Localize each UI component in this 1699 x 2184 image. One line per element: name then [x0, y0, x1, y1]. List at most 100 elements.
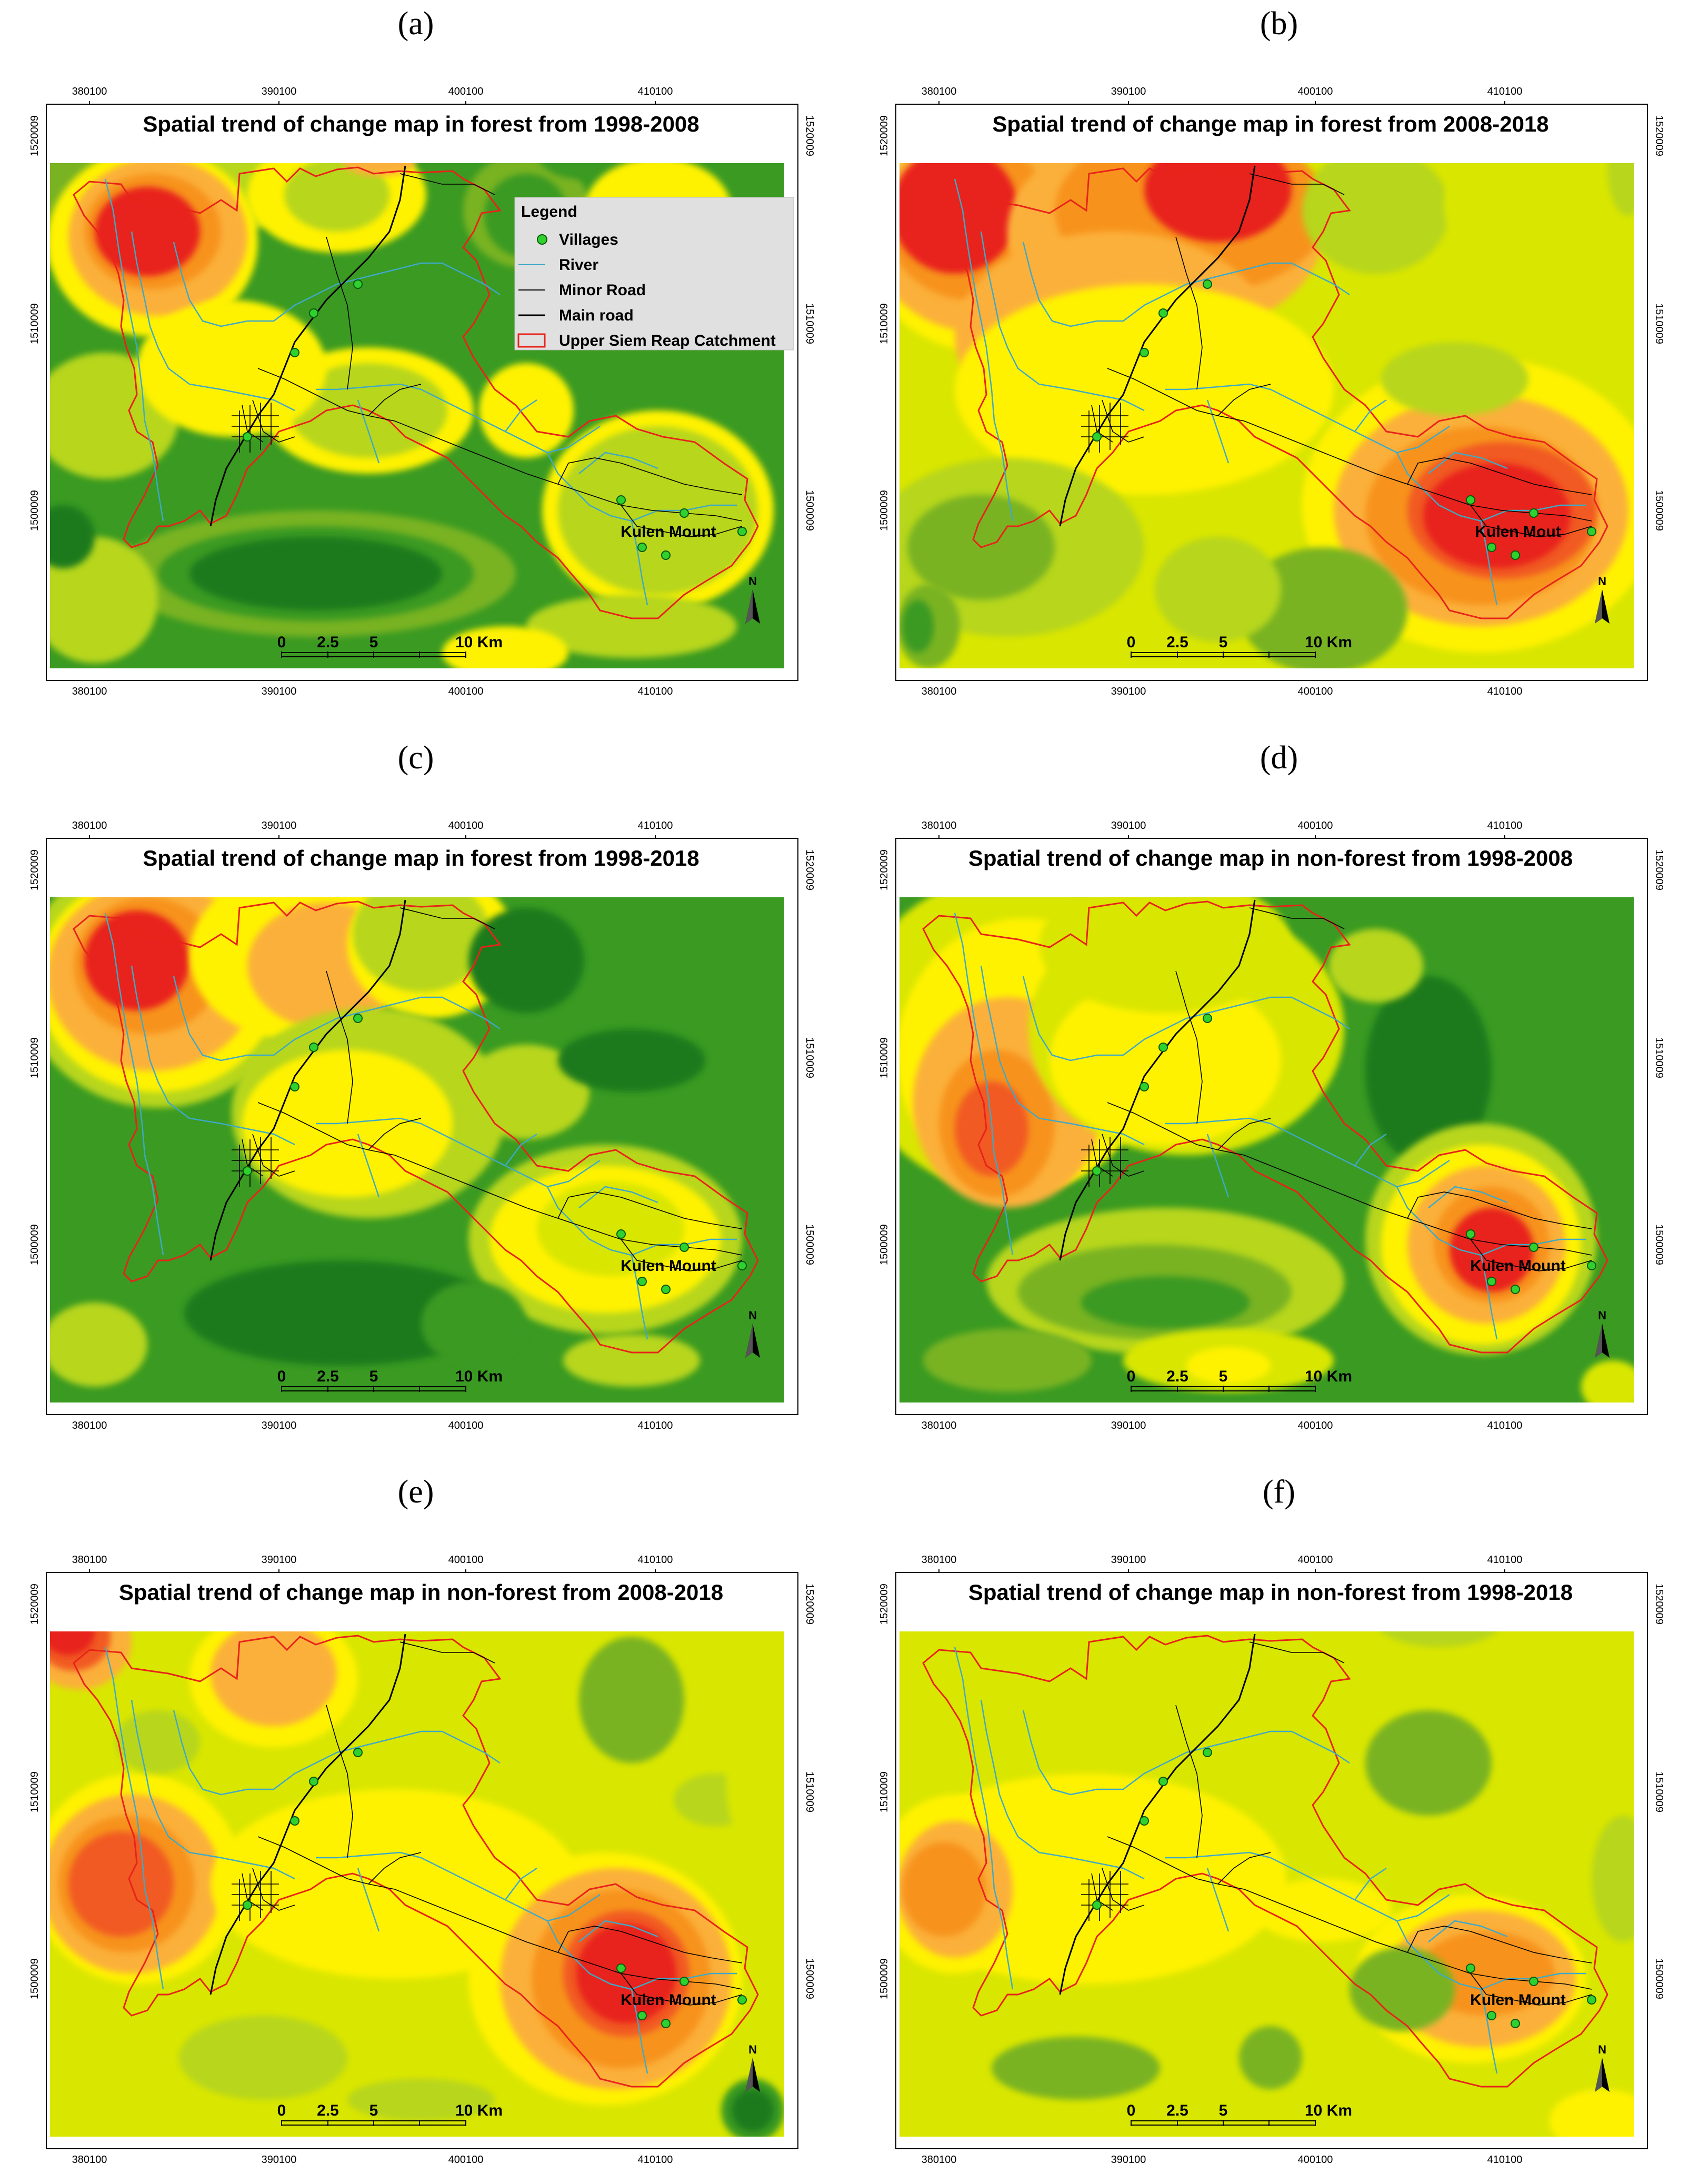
- panel-label-a: (a): [397, 6, 434, 42]
- village-marker: [679, 1977, 689, 1986]
- river-network: [954, 178, 1586, 606]
- village-marker: [1587, 1261, 1596, 1270]
- x-tick-top-2: 390100: [262, 1554, 297, 1566]
- trend-zone: [1365, 1710, 1492, 1816]
- villages: [243, 1014, 747, 1294]
- legend-item-label: Upper Siem Reap Catchment: [559, 332, 776, 349]
- trend-zone: [1450, 1208, 1534, 1292]
- scale-label-2-5: 2.5: [317, 2102, 339, 2119]
- x-tick-top-2: 390100: [1111, 86, 1146, 97]
- main-road: [209, 165, 406, 527]
- x-tick-top-3: 400100: [448, 86, 484, 97]
- village-marker: [1092, 432, 1102, 442]
- trend-zone: [1328, 929, 1423, 1003]
- trend-zone: [50, 537, 158, 663]
- trend-zone: [463, 1045, 589, 1139]
- village-marker: [290, 1816, 299, 1826]
- village-marker: [1092, 1900, 1102, 1910]
- trend-zone: [540, 163, 618, 179]
- trend-zone: [95, 187, 200, 276]
- catchment-boundary: [922, 1635, 1608, 2088]
- river-network: [954, 913, 1586, 1340]
- map-title: Spatial trend of change map in non-fores…: [968, 846, 1573, 870]
- villages: [1092, 279, 1596, 560]
- y-tick-left-2: 1510009: [29, 303, 41, 344]
- village-marker: [1529, 1243, 1538, 1252]
- river-network: [104, 1647, 737, 2074]
- trend-zone: [1239, 2026, 1302, 2089]
- trend-zone: [50, 1631, 95, 1655]
- y-tick-right-1: 1520009: [1653, 1584, 1665, 1625]
- main-road: [1059, 165, 1256, 527]
- trend-zone: [50, 505, 95, 568]
- x-tick-top-4: 410100: [1487, 1554, 1523, 1566]
- scale-label-2-5: 2.5: [1166, 2102, 1188, 2119]
- x-tick-top-4: 410100: [1487, 820, 1523, 831]
- y-tick-right-2: 1510009: [804, 1771, 815, 1812]
- x-tick-top-4: 410100: [638, 820, 673, 831]
- scale-label-10km: 10 Km: [1305, 1368, 1352, 1385]
- x-tick-top-4: 410100: [638, 86, 673, 97]
- trend-zone: [1444, 163, 1602, 263]
- trend-zone: [992, 2037, 1160, 2100]
- north-arrow-icon: N: [745, 575, 760, 624]
- x-tick-bottom-1: 380100: [922, 2154, 957, 2166]
- trend-zone: [442, 626, 568, 668]
- village-marker: [737, 527, 747, 536]
- x-tick-bottom-4: 410100: [638, 686, 673, 697]
- map-title: Spatial trend of change map in non-fores…: [119, 1580, 723, 1605]
- scale-bar: 0 2.5 5 10 Km: [277, 2102, 503, 2126]
- trend-zone: [526, 595, 737, 658]
- trend-zone: [732, 2089, 774, 2131]
- x-tick-bottom-4: 410100: [1487, 2154, 1523, 2166]
- x-axis-top: [938, 835, 1505, 838]
- scale-label-10km: 10 Km: [455, 634, 503, 651]
- x-tick-top-1: 380100: [922, 86, 957, 97]
- trend-surface: [50, 1631, 784, 2137]
- village-marker: [290, 1082, 299, 1091]
- village-marker: [661, 2019, 671, 2028]
- x-tick-bottom-3: 400100: [1298, 686, 1333, 697]
- x-tick-top-3: 400100: [448, 1554, 484, 1566]
- y-tick-left-3: 1500009: [29, 1224, 41, 1265]
- village-marker: [637, 1277, 647, 1286]
- x-tick-top-3: 400100: [1298, 1554, 1333, 1566]
- villages: [1092, 1748, 1596, 2028]
- y-tick-left-1: 1520009: [878, 849, 890, 890]
- scale-label-0: 0: [277, 634, 286, 651]
- trend-zone: [468, 908, 584, 1013]
- village-marker: [1487, 1277, 1496, 1286]
- y-tick-left-2: 1510009: [878, 1771, 890, 1812]
- trend-zone: [923, 1329, 1092, 1392]
- village-marker: [1140, 1816, 1149, 1826]
- trend-zone: [1381, 1631, 1497, 1647]
- scale-bar: 0 2.5 5 10 Km: [277, 634, 503, 658]
- x-tick-bottom-1: 380100: [922, 1420, 957, 1431]
- village-marker: [737, 1995, 747, 2005]
- village-marker: [1587, 527, 1596, 536]
- y-tick-right-3: 1500009: [1653, 1224, 1665, 1265]
- village-marker: [1140, 348, 1149, 357]
- x-tick-bottom-1: 380100: [72, 1420, 107, 1431]
- scale-bar: 0 2.5 5 10 Km: [1127, 2102, 1352, 2126]
- map-title: Spatial trend of change map in forest fr…: [992, 112, 1548, 136]
- x-axis-top: [89, 835, 656, 838]
- y-tick-left-1: 1520009: [29, 1584, 41, 1625]
- x-tick-top-2: 390100: [262, 86, 297, 97]
- north-arrow-icon: N: [745, 1309, 760, 1358]
- catchment-boundary: [922, 166, 1608, 619]
- north-arrow-icon: N: [745, 2043, 760, 2092]
- y-tick-right-2: 1510009: [1653, 303, 1665, 344]
- trend-zone: [189, 537, 442, 610]
- y-tick-left-1: 1520009: [878, 1584, 890, 1625]
- village-marker: [290, 348, 299, 357]
- trend-zone: [1365, 976, 1492, 1166]
- y-tick-right-3: 1500009: [804, 1958, 815, 1999]
- y-tick-right-3: 1500009: [1653, 490, 1665, 531]
- map-title: Spatial trend of change map in forest fr…: [143, 112, 699, 136]
- trend-zone: [50, 1303, 147, 1387]
- village-marker: [1466, 495, 1475, 505]
- x-tick-bottom-4: 410100: [638, 2154, 673, 2166]
- y-tick-left-2: 1510009: [29, 1037, 41, 1078]
- map-title: Spatial trend of change map in non-fores…: [968, 1580, 1573, 1605]
